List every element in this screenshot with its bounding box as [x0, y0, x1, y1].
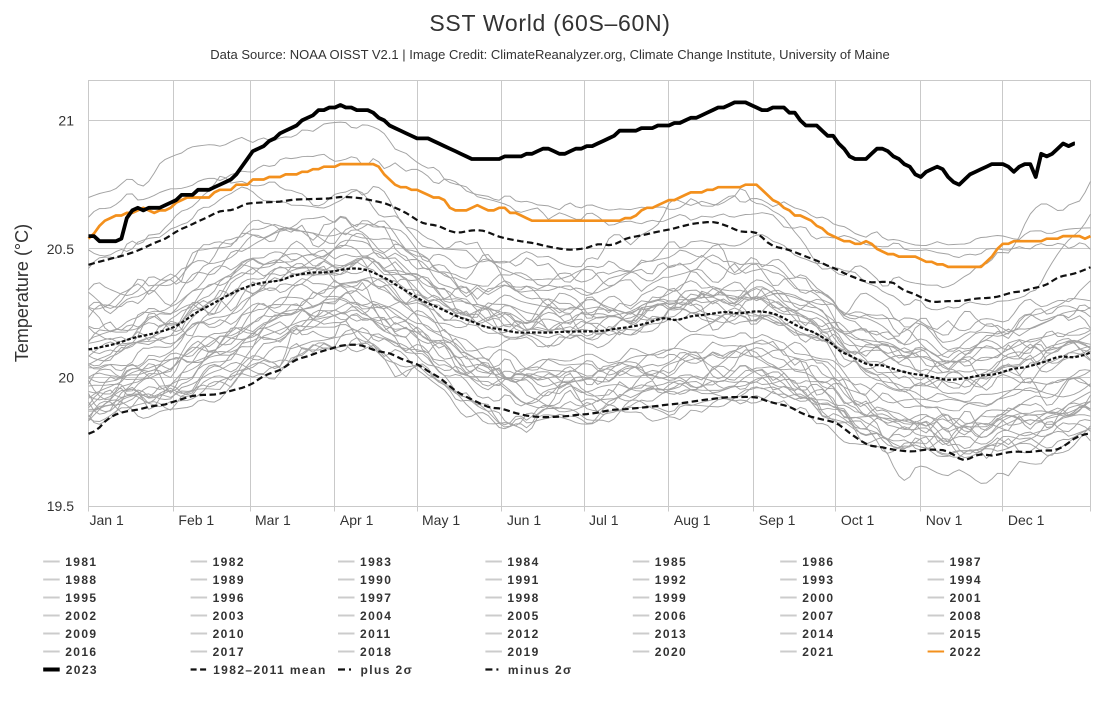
svg-text:2018: 2018 — [360, 645, 392, 659]
svg-text:Temperature (°C): Temperature (°C) — [12, 224, 32, 362]
svg-text:Jan 1: Jan 1 — [90, 512, 124, 528]
svg-text:Mar 1: Mar 1 — [255, 512, 291, 528]
svg-text:1993: 1993 — [802, 573, 834, 587]
svg-text:plus 2σ: plus 2σ — [361, 663, 414, 677]
svg-text:May 1: May 1 — [422, 512, 460, 528]
svg-text:1987: 1987 — [950, 555, 982, 569]
svg-text:Oct 1: Oct 1 — [841, 512, 875, 528]
svg-text:2010: 2010 — [213, 627, 245, 641]
svg-text:20: 20 — [58, 370, 74, 386]
svg-text:Jul 1: Jul 1 — [589, 512, 619, 528]
svg-text:Apr 1: Apr 1 — [340, 512, 374, 528]
svg-text:1984: 1984 — [507, 555, 539, 569]
svg-text:1991: 1991 — [507, 573, 539, 587]
svg-text:19.5: 19.5 — [47, 498, 74, 514]
svg-text:2008: 2008 — [950, 609, 982, 623]
svg-text:Feb 1: Feb 1 — [178, 512, 214, 528]
svg-text:1995: 1995 — [65, 591, 97, 605]
svg-text:2005: 2005 — [507, 609, 539, 623]
svg-text:SST World (60S–60N): SST World (60S–60N) — [429, 10, 670, 36]
svg-text:1998: 1998 — [507, 591, 539, 605]
svg-text:1992: 1992 — [655, 573, 687, 587]
svg-text:2017: 2017 — [213, 645, 245, 659]
svg-text:1996: 1996 — [213, 591, 245, 605]
svg-text:20.5: 20.5 — [47, 241, 74, 257]
svg-text:2001: 2001 — [950, 591, 982, 605]
svg-text:1997: 1997 — [360, 591, 392, 605]
svg-text:Aug 1: Aug 1 — [674, 512, 711, 528]
svg-text:1986: 1986 — [802, 555, 834, 569]
svg-text:2007: 2007 — [802, 609, 834, 623]
svg-text:1988: 1988 — [65, 573, 97, 587]
svg-text:2003: 2003 — [213, 609, 245, 623]
svg-text:2006: 2006 — [655, 609, 687, 623]
svg-text:1982: 1982 — [213, 555, 245, 569]
svg-text:2012: 2012 — [507, 627, 539, 641]
svg-text:2014: 2014 — [802, 627, 834, 641]
svg-text:2021: 2021 — [802, 645, 834, 659]
svg-text:2016: 2016 — [65, 645, 97, 659]
svg-text:2023: 2023 — [66, 663, 98, 677]
svg-text:1985: 1985 — [655, 555, 687, 569]
svg-text:Dec 1: Dec 1 — [1008, 512, 1045, 528]
svg-text:2022: 2022 — [950, 645, 982, 659]
svg-text:2011: 2011 — [360, 627, 392, 641]
svg-text:minus 2σ: minus 2σ — [508, 663, 573, 677]
svg-text:1982–2011 mean: 1982–2011 mean — [213, 663, 327, 677]
svg-text:1990: 1990 — [360, 573, 392, 587]
svg-text:2013: 2013 — [655, 627, 687, 641]
svg-text:2002: 2002 — [65, 609, 97, 623]
svg-text:2000: 2000 — [802, 591, 834, 605]
svg-text:2004: 2004 — [360, 609, 392, 623]
svg-text:1983: 1983 — [360, 555, 392, 569]
svg-text:2009: 2009 — [65, 627, 97, 641]
svg-text:2015: 2015 — [950, 627, 982, 641]
svg-text:Data Source: NOAA OISST V2.1 |: Data Source: NOAA OISST V2.1 | Image Cre… — [210, 47, 889, 62]
svg-text:Sep 1: Sep 1 — [759, 512, 796, 528]
svg-text:Nov 1: Nov 1 — [926, 512, 963, 528]
svg-text:2019: 2019 — [507, 645, 539, 659]
svg-text:21: 21 — [58, 112, 74, 128]
svg-text:2020: 2020 — [655, 645, 687, 659]
svg-text:1989: 1989 — [213, 573, 245, 587]
svg-text:1999: 1999 — [655, 591, 687, 605]
svg-text:Jun 1: Jun 1 — [507, 512, 541, 528]
svg-text:1981: 1981 — [65, 555, 97, 569]
svg-text:1994: 1994 — [950, 573, 982, 587]
